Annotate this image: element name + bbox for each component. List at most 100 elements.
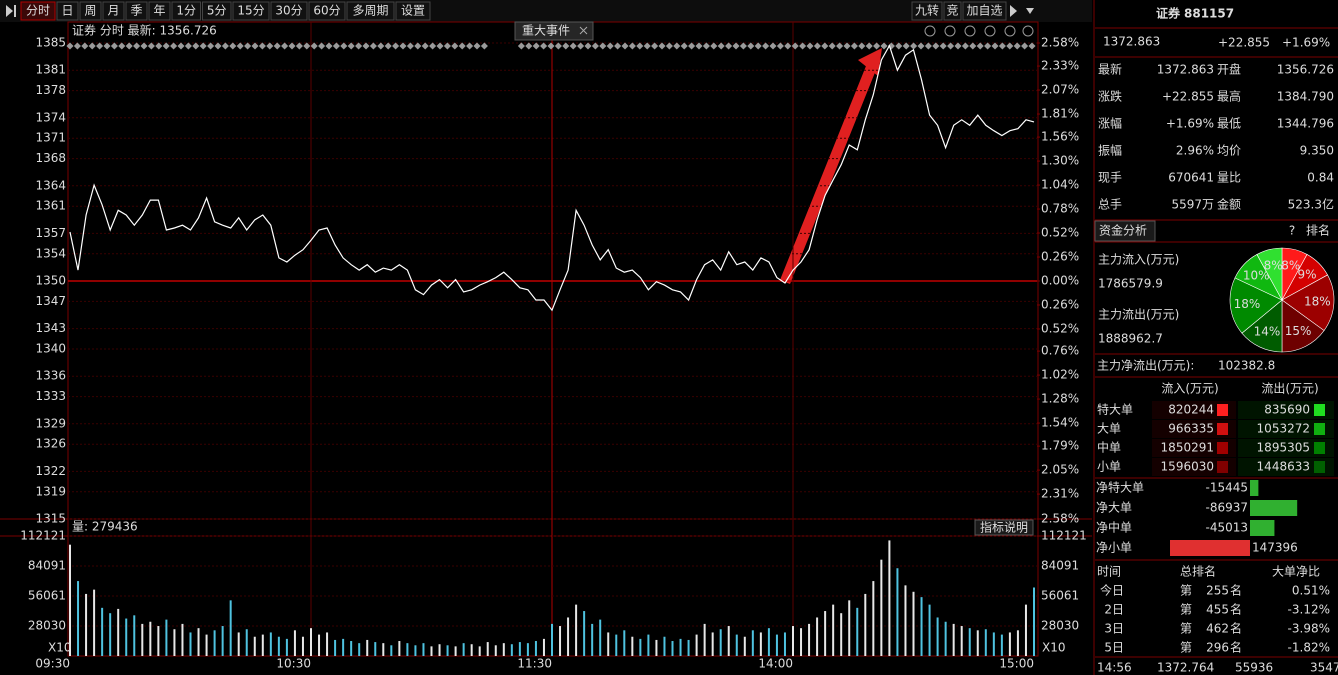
event-marker[interactable] <box>443 42 451 50</box>
event-marker[interactable] <box>569 42 577 50</box>
event-marker[interactable] <box>288 42 296 50</box>
event-marker[interactable] <box>214 42 222 50</box>
event-marker[interactable] <box>791 42 799 50</box>
event-marker[interactable] <box>192 42 200 50</box>
event-marker[interactable] <box>303 42 311 50</box>
tab[interactable] <box>395 1 431 21</box>
event-marker[interactable] <box>636 42 644 50</box>
chart-tool-icon[interactable] <box>944 25 956 37</box>
event-marker[interactable] <box>155 42 163 50</box>
event-marker[interactable] <box>858 42 866 50</box>
event-marker[interactable] <box>799 42 807 50</box>
event-marker[interactable] <box>865 42 873 50</box>
event-marker[interactable] <box>776 42 784 50</box>
event-marker[interactable] <box>199 42 207 50</box>
event-marker[interactable] <box>1006 42 1014 50</box>
event-marker[interactable] <box>221 42 229 50</box>
event-marker[interactable] <box>229 42 237 50</box>
toolbar-button[interactable] <box>911 1 943 21</box>
event-marker[interactable] <box>532 42 540 50</box>
event-marker[interactable] <box>273 42 281 50</box>
event-marker[interactable] <box>266 42 274 50</box>
event-marker[interactable] <box>517 42 525 50</box>
event-marker[interactable] <box>665 42 673 50</box>
event-marker[interactable] <box>954 42 962 50</box>
event-marker[interactable] <box>947 42 955 50</box>
event-marker[interactable] <box>547 42 555 50</box>
event-marker[interactable] <box>628 42 636 50</box>
event-marker[interactable] <box>732 42 740 50</box>
event-marker[interactable] <box>584 42 592 50</box>
chart-tool-icon[interactable] <box>984 25 996 37</box>
event-marker[interactable] <box>421 42 429 50</box>
chart-tool-icon[interactable] <box>1004 25 1016 37</box>
event-marker[interactable] <box>917 42 925 50</box>
event-marker[interactable] <box>606 42 614 50</box>
event-marker[interactable] <box>828 42 836 50</box>
event-marker[interactable] <box>836 42 844 50</box>
event-marker[interactable] <box>251 42 259 50</box>
event-marker[interactable] <box>991 42 999 50</box>
tab[interactable] <box>346 1 395 21</box>
toolbar-button[interactable] <box>962 1 1007 21</box>
event-marker[interactable] <box>895 42 903 50</box>
tab[interactable] <box>102 1 125 21</box>
event-marker[interactable] <box>236 42 244 50</box>
event-marker[interactable] <box>680 42 688 50</box>
event-marker[interactable] <box>384 42 392 50</box>
event-marker[interactable] <box>244 42 252 50</box>
event-marker[interactable] <box>747 42 755 50</box>
event-marker[interactable] <box>466 42 474 50</box>
event-marker[interactable] <box>377 42 385 50</box>
tab[interactable] <box>125 1 148 21</box>
event-marker[interactable] <box>813 42 821 50</box>
event-marker[interactable] <box>562 42 570 50</box>
event-marker[interactable] <box>784 42 792 50</box>
event-marker[interactable] <box>451 42 459 50</box>
event-marker[interactable] <box>458 42 466 50</box>
chart-tool-icon[interactable] <box>924 25 936 37</box>
event-marker[interactable] <box>369 42 377 50</box>
event-marker[interactable] <box>355 42 363 50</box>
event-marker[interactable] <box>932 42 940 50</box>
toolbar-icon[interactable] <box>6 5 13 17</box>
tab[interactable] <box>148 1 171 21</box>
tab[interactable] <box>56 1 79 21</box>
toolbar-icon[interactable] <box>1010 5 1017 17</box>
event-marker[interactable] <box>525 42 533 50</box>
event-marker[interactable] <box>806 42 814 50</box>
event-marker[interactable] <box>762 42 770 50</box>
event-marker[interactable] <box>702 42 710 50</box>
event-marker[interactable] <box>643 42 651 50</box>
event-marker[interactable] <box>591 42 599 50</box>
event-marker[interactable] <box>406 42 414 50</box>
event-marker[interactable] <box>318 42 326 50</box>
event-marker[interactable] <box>429 42 437 50</box>
event-marker[interactable] <box>577 42 585 50</box>
event-marker[interactable] <box>392 42 400 50</box>
event-marker[interactable] <box>873 42 881 50</box>
event-marker[interactable] <box>939 42 947 50</box>
event-marker[interactable] <box>769 42 777 50</box>
chart-tool-icon[interactable] <box>1022 25 1034 37</box>
event-marker[interactable] <box>961 42 969 50</box>
event-marker[interactable] <box>621 42 629 50</box>
event-marker[interactable] <box>924 42 932 50</box>
event-tab[interactable] <box>514 21 594 41</box>
event-marker[interactable] <box>1013 42 1021 50</box>
event-marker[interactable] <box>902 42 910 50</box>
event-marker[interactable] <box>910 42 918 50</box>
event-marker[interactable] <box>436 42 444 50</box>
tab[interactable] <box>308 1 346 21</box>
event-marker[interactable] <box>540 42 548 50</box>
tab[interactable] <box>20 1 56 21</box>
indicator-button[interactable] <box>974 519 1034 536</box>
event-marker[interactable] <box>651 42 659 50</box>
event-marker[interactable] <box>880 42 888 50</box>
event-marker[interactable] <box>554 42 562 50</box>
event-marker[interactable] <box>739 42 747 50</box>
event-marker[interactable] <box>347 42 355 50</box>
event-marker[interactable] <box>473 42 481 50</box>
event-marker[interactable] <box>399 42 407 50</box>
event-marker[interactable] <box>133 42 141 50</box>
